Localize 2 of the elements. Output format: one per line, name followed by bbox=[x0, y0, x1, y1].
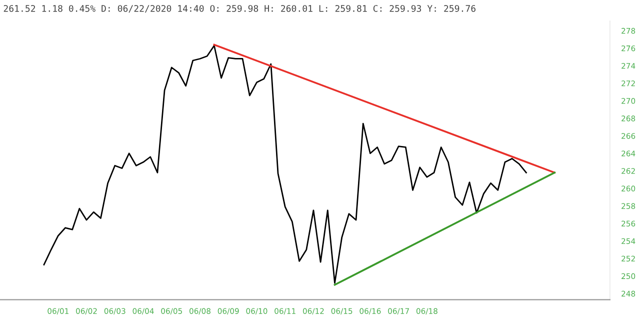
line-series bbox=[43, 44, 527, 284]
chart-title: 261.52 1.18 0.45% D: 06/22/2020 14:40 O: 259.98 H: 260.01 L: 259.81 C: 259.93 Y: 259.76 bbox=[4, 5, 476, 13]
